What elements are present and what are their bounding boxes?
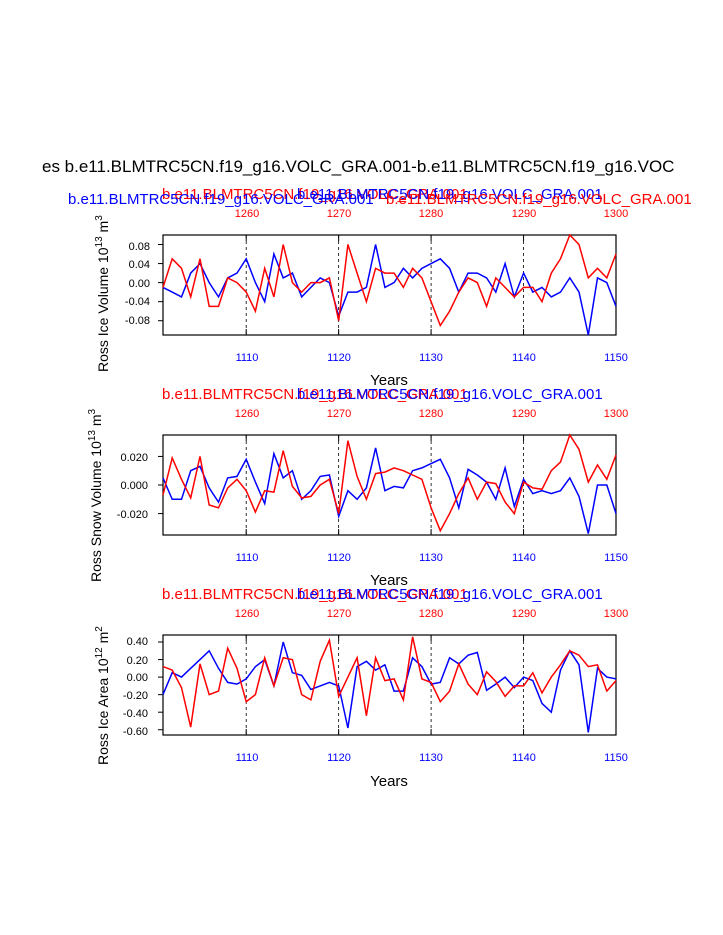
- panel3-bottom-tick-label: 1110: [236, 752, 259, 764]
- panel3-y-tick-label: 0.20: [127, 655, 148, 667]
- panel2-y-tick-label: 0.020: [120, 452, 148, 464]
- panel3-title-red: b.e11.BLMTRC5CN.f19_g16.VOLC_GRA.001: [162, 586, 468, 603]
- panel3-series-blue-line: [162, 641, 617, 733]
- panel1-y-tick-label: 0.00: [129, 278, 150, 290]
- panel3-top-tick-label: 1260: [235, 608, 259, 620]
- panel1-gridlines: [245, 235, 524, 335]
- panel3-y-tick-label: -0.40: [123, 708, 148, 720]
- panel3-top-tick-label: 1280: [419, 608, 443, 620]
- panel2-bottom-tick-labels: 1110 1120 1130 1140 1150: [236, 552, 628, 564]
- panel-ross-snow-volume: b.e11.BLMTRC5CN.f19_g16.VOLC_GRA.001 b.e…: [87, 386, 628, 589]
- panel1-title-red: b.e11.BLMTRC5CN.f19_g16.VOLC_GRA.001: [162, 186, 468, 203]
- panel2-x-axis-label: Years: [370, 572, 408, 589]
- panel3-bottom-tick-label: 1140: [512, 752, 536, 764]
- panel1-title-blue-overlay: b.e11.BLMTRC5CN.f19_g16.VOLC_GRA.001: [68, 191, 374, 208]
- panel2-title-red: b.e11.BLMTRC5CN.f19_g16.VOLC_GRA.001: [162, 386, 468, 403]
- panel2-top-tick-label: 1270: [327, 408, 351, 420]
- panel2-y-tick-label: -0.020: [117, 509, 148, 521]
- panel2-series-blue-line: [162, 447, 617, 534]
- panel1-top-tick-label: 1270: [327, 208, 351, 220]
- panel-ross-ice-volume: b.e11.BLMTRC5CN.f19_g16.VOLC_GRA.001 b.e…: [68, 186, 692, 389]
- panel2-top-tick-labels: 1260 1270 1280 1290 1300: [235, 408, 628, 420]
- panel1-y-tick-label: 0.04: [129, 259, 150, 271]
- panel1-top-tick-label: 1260: [235, 208, 259, 220]
- panel3-bottom-tick-label: 1150: [604, 752, 628, 764]
- panel1-top-tick-label: 1290: [512, 208, 536, 220]
- panel2-bottom-tick-label: 1150: [604, 552, 628, 564]
- panel1-tick-marks: [158, 235, 617, 335]
- panel3-title-blue: b.e11.BLMTRC5CN.f19_g16.VOLC_GRA.001: [297, 586, 603, 603]
- panel1-bottom-tick-label: 1120: [327, 352, 351, 364]
- panel1-top-tick-label: 1280: [419, 208, 443, 220]
- panel2-top-tick-label: 1260: [235, 408, 259, 420]
- panel1-y-tick-label: -0.04: [125, 296, 150, 308]
- panel1-x-axis-label: Years: [370, 372, 408, 389]
- panel2-bottom-tick-label: 1130: [419, 552, 443, 564]
- panel3-tick-marks: [158, 635, 617, 735]
- panel1-y-axis-label: Ross Ice Volume 1013 m3: [94, 215, 111, 372]
- panel3-top-tick-labels: 1260 1270 1280 1290 1300: [235, 608, 628, 620]
- page-title: es b.e11.BLMTRC5CN.f19_g16.VOLC_GRA.001-…: [42, 157, 674, 176]
- panel1-y-tick-labels: 0.08 0.04 0.00 -0.04 -0.08: [125, 241, 150, 327]
- panel3-top-tick-label: 1290: [512, 608, 536, 620]
- panel1-y-tick-label: 0.08: [129, 241, 150, 253]
- panel2-top-tick-label: 1280: [419, 408, 443, 420]
- panel2-bottom-tick-label: 1120: [327, 552, 351, 564]
- panel3-y-tick-label: -0.60: [123, 726, 148, 738]
- panel2-gridlines: [245, 435, 524, 535]
- panel2-y-tick-labels: 0.020 0.000 -0.020: [117, 452, 148, 521]
- panel2-top-tick-label: 1290: [512, 408, 536, 420]
- panel2-title-blue: b.e11.BLMTRC5CN.f19_g16.VOLC_GRA.001: [297, 386, 603, 403]
- panel3-y-tick-labels: 0.40 0.20 0.00 -0.20 -0.40 -0.60: [123, 636, 148, 738]
- panel3-y-tick-label: 0.40: [127, 636, 148, 648]
- panel1-series-blue-line: [162, 244, 617, 336]
- panel2-bottom-tick-label: 1110: [236, 552, 259, 564]
- panel-ross-ice-area: b.e11.BLMTRC5CN.f19_g16.VOLC_GRA.001 b.e…: [94, 586, 628, 790]
- panel2-tick-marks: [158, 435, 617, 535]
- panel3-bottom-tick-labels: 1110 1120 1130 1140 1150: [236, 752, 628, 764]
- panel1-bottom-tick-label: 1130: [419, 352, 443, 364]
- panel1-top-tick-labels: 1260 1270 1280 1290 1300: [235, 208, 628, 220]
- panel3-bottom-tick-label: 1130: [419, 752, 443, 764]
- panel3-top-tick-label: 1270: [327, 608, 351, 620]
- panel3-y-tick-label: 0.00: [127, 672, 148, 684]
- panel1-title-blue: b.e11.BLMTRC5CN.f19_g16.VOLC_GRA.001: [297, 186, 603, 203]
- panel3-y-axis-label: Ross Ice Area 1012 m2: [94, 626, 111, 765]
- panel2-top-tick-label: 1300: [604, 408, 628, 420]
- panel3-bottom-tick-label: 1120: [327, 752, 351, 764]
- panel3-plot-frame: [162, 634, 617, 736]
- panel1-bottom-tick-label: 1110: [236, 352, 259, 364]
- panel1-top-tick-label: 1300: [604, 208, 628, 220]
- panel1-series-red-line: [162, 233, 617, 328]
- panel1-y-tick-label: -0.08: [125, 315, 150, 327]
- panel3-top-tick-label: 1300: [604, 608, 628, 620]
- panel3-series-red-line: [162, 636, 617, 728]
- panel2-series-red-line: [162, 433, 617, 533]
- panel2-y-tick-label: 0.000: [120, 480, 148, 492]
- panel1-title-red-overlay: b.e11.BLMTRC5CN.f19_g16.VOLC_GRA.001: [386, 191, 692, 208]
- panel1-bottom-tick-labels: 1110 1120 1130 1140 1150: [236, 352, 628, 364]
- panel3-y-tick-label: -0.20: [123, 690, 148, 702]
- panel2-y-axis-label: Ross Snow Volume 1013 m3: [87, 408, 104, 582]
- panel3-x-axis-label: Years: [370, 773, 408, 790]
- panel1-bottom-tick-label: 1150: [604, 352, 628, 364]
- panel2-bottom-tick-label: 1140: [512, 552, 536, 564]
- panel1-bottom-tick-label: 1140: [512, 352, 536, 364]
